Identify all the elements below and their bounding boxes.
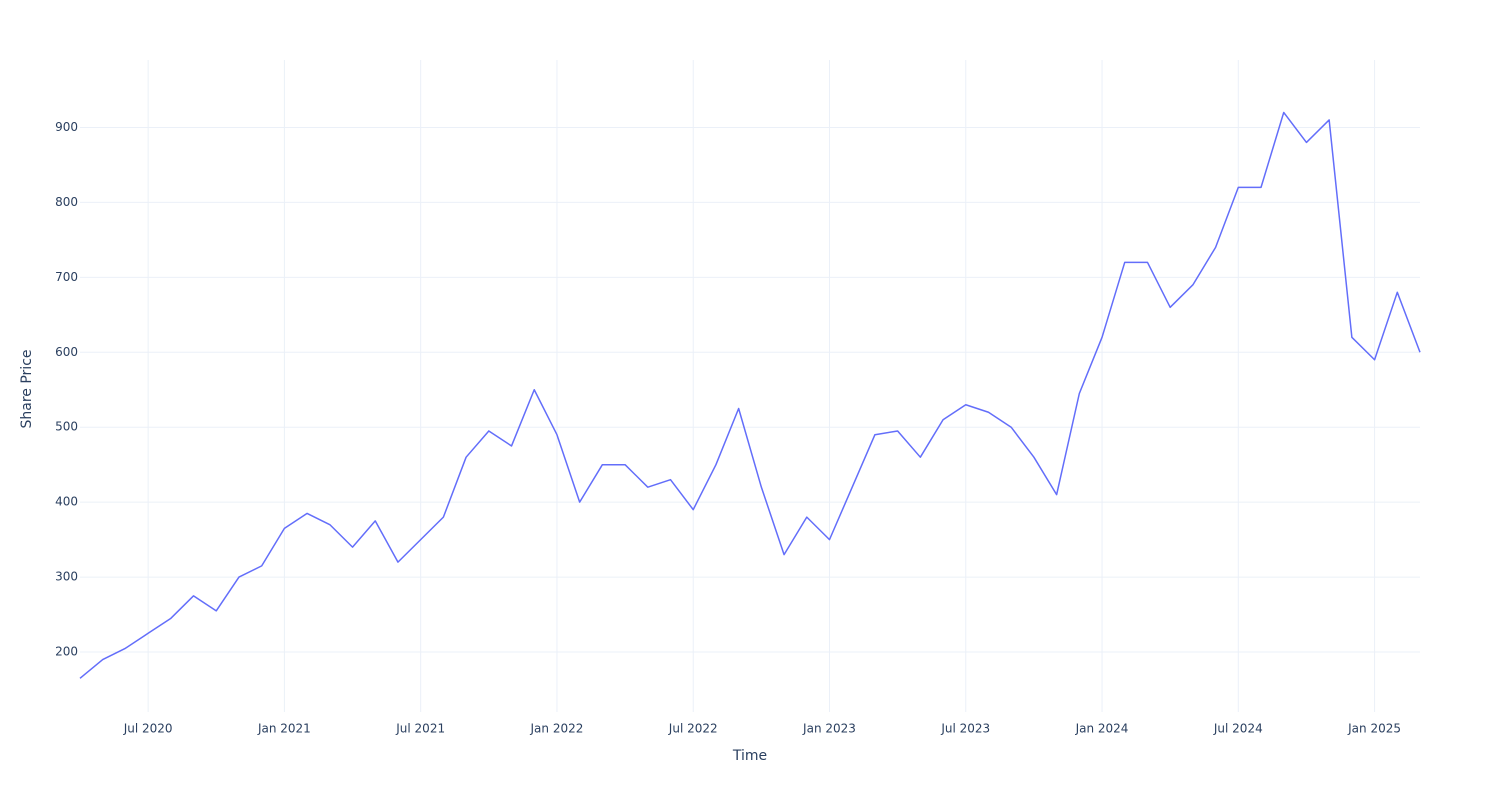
x-tick-label: Jan 2023: [802, 722, 856, 736]
x-tick-label: Jan 2022: [530, 722, 584, 736]
x-tick-label: Jul 2021: [395, 722, 445, 736]
y-tick-label: 700: [55, 270, 78, 284]
y-tick-label: 400: [55, 495, 78, 509]
x-tick-label: Jan 2021: [257, 722, 311, 736]
y-tick-label: 800: [55, 195, 78, 209]
x-tick-label: Jul 2023: [940, 722, 990, 736]
x-axis-title: Time: [732, 748, 767, 764]
y-tick-label: 200: [55, 645, 78, 659]
y-tick-label: 900: [55, 120, 78, 134]
line-series: [79, 111, 1421, 679]
y-tick-label: 500: [55, 420, 78, 434]
y-tick-label: 600: [55, 345, 78, 359]
x-tick-label: Jul 2022: [668, 722, 718, 736]
x-tick-label: Jul 2024: [1213, 722, 1263, 736]
y-tick-label: 300: [55, 570, 78, 584]
x-tick-label: Jul 2020: [123, 722, 173, 736]
x-tick-label: Jan 2025: [1347, 722, 1401, 736]
x-tick-label: Jan 2024: [1075, 722, 1129, 736]
y-axis-title: Share Price: [19, 349, 35, 428]
